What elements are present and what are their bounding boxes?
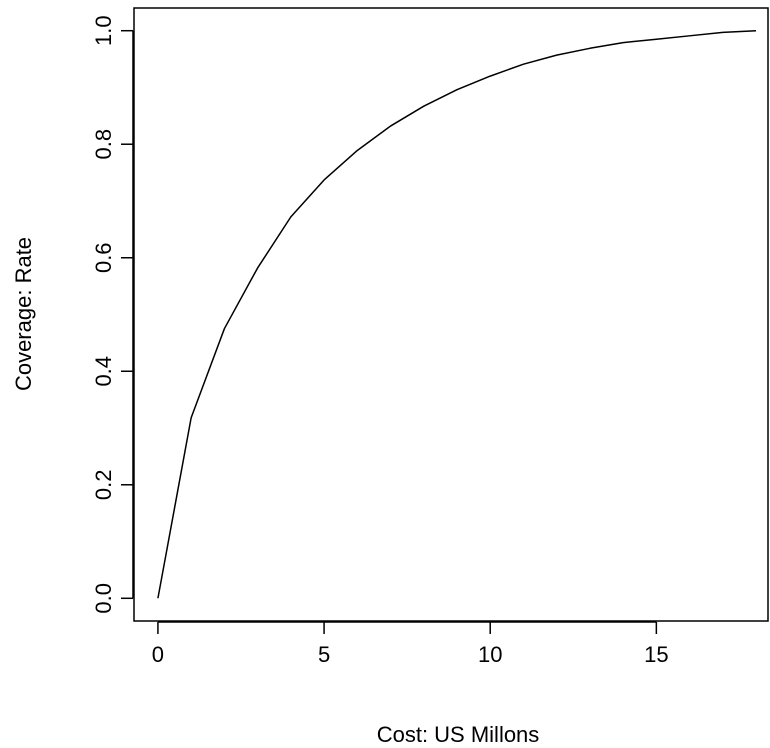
y-tick-label: 0.6 (91, 242, 116, 273)
x-tick-label: 0 (152, 642, 164, 667)
y-axis-title: Coverage: Rate (11, 237, 36, 391)
y-tick-label: 0.2 (91, 469, 116, 500)
x-axis: 0 5 10 15 (152, 621, 669, 667)
plot-area-frame (133, 7, 769, 622)
x-tick-label: 5 (318, 642, 330, 667)
series-line (157, 29, 757, 599)
y-tick-label: 0.0 (91, 583, 116, 614)
x-tick-label: 10 (478, 642, 502, 667)
x-tick-label: 15 (644, 642, 668, 667)
y-tick-label: 0.4 (91, 356, 116, 387)
series-layer (157, 29, 757, 599)
y-tick-label: 0.8 (91, 129, 116, 160)
y-axis: 0.0 0.2 0.4 0.6 0.8 1.0 (91, 15, 134, 614)
y-tick-label: 1.0 (91, 15, 116, 46)
x-axis-title: Cost: US Millons (377, 722, 540, 747)
